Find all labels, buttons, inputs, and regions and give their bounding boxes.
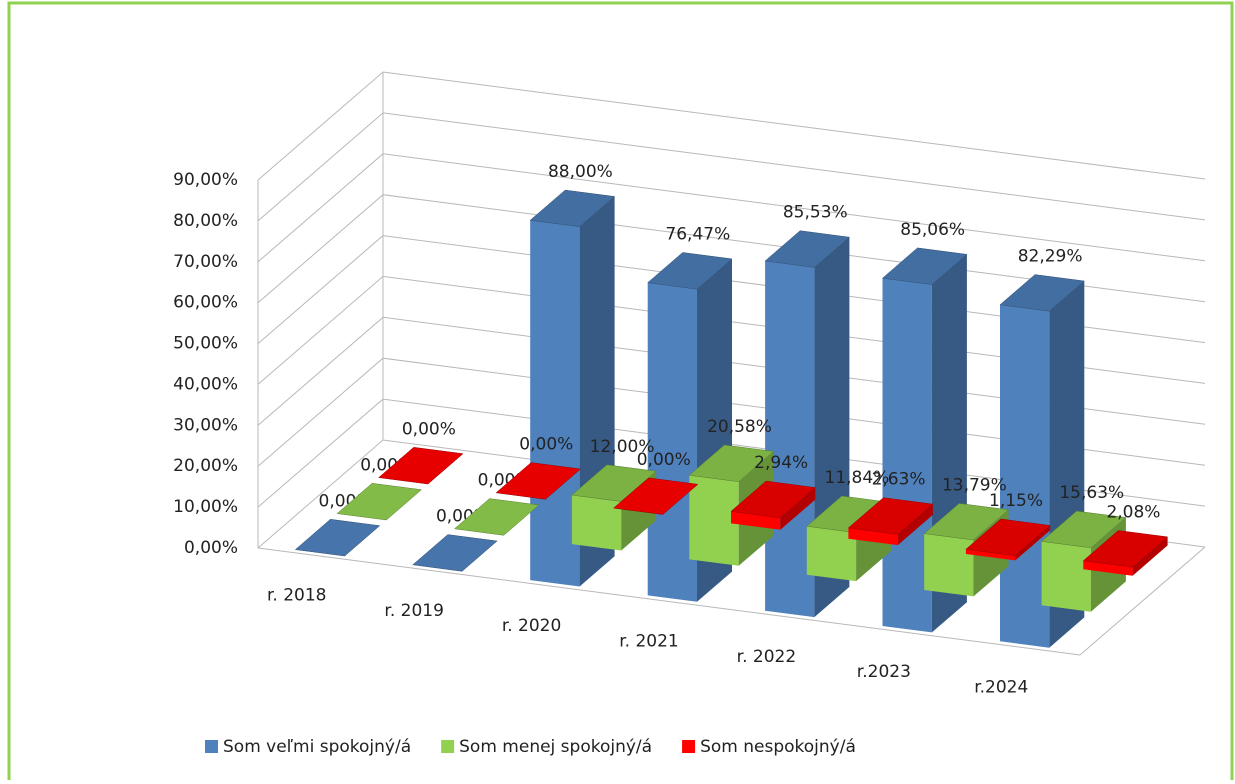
bar-front bbox=[647, 282, 697, 602]
grid-line bbox=[257, 71, 1206, 181]
bar bbox=[336, 483, 422, 521]
bar bbox=[847, 497, 934, 546]
y-tick-label: 0,00% bbox=[184, 538, 238, 558]
bar-top bbox=[881, 247, 968, 285]
bar-side bbox=[897, 504, 933, 546]
bar-top bbox=[1082, 530, 1169, 568]
bar-front bbox=[689, 475, 739, 566]
bar-top bbox=[336, 483, 422, 521]
bar-front bbox=[1041, 541, 1091, 612]
bar bbox=[688, 444, 775, 566]
legend-swatch bbox=[682, 740, 696, 753]
bar-front bbox=[1083, 560, 1133, 576]
bar bbox=[412, 534, 498, 572]
x-tick-label: r.2024 bbox=[974, 677, 1028, 697]
x-tick-label: r. 2019 bbox=[384, 601, 444, 621]
data-label: 15,63% bbox=[1059, 483, 1124, 503]
legend-swatch bbox=[205, 740, 218, 753]
data-label: 76,47% bbox=[665, 224, 730, 244]
bar bbox=[378, 447, 464, 485]
bar-top bbox=[453, 498, 540, 536]
data-label: 2,08% bbox=[1106, 503, 1160, 523]
floor-edge bbox=[257, 547, 1081, 656]
y-tick-label: 10,00% bbox=[173, 497, 238, 517]
bar-front bbox=[848, 527, 898, 546]
y-tick-label: 40,00% bbox=[173, 374, 238, 394]
x-tick-label: r. 2021 bbox=[619, 632, 679, 652]
bar-side bbox=[1132, 536, 1168, 576]
bar-top bbox=[378, 447, 464, 485]
y-tick-label: 70,00% bbox=[173, 252, 238, 272]
y-tick-label: 90,00% bbox=[173, 170, 238, 190]
legend-label: Som veľmi spokojný/á bbox=[223, 737, 411, 757]
bar bbox=[965, 518, 1051, 561]
y-tick-label: 80,00% bbox=[173, 211, 238, 231]
data-label: 88,00% bbox=[548, 162, 613, 182]
legend-label: Som nespokojný/á bbox=[700, 737, 856, 757]
bar-top bbox=[647, 252, 733, 290]
data-label: 13,79% bbox=[942, 475, 1007, 495]
bar-front bbox=[806, 526, 857, 582]
x-tick-label: r.2023 bbox=[857, 662, 911, 682]
data-label: 2,63% bbox=[872, 470, 926, 490]
data-label: 1,15% bbox=[989, 491, 1043, 511]
data-label: 0,00% bbox=[402, 419, 456, 439]
bar-front bbox=[731, 511, 781, 530]
floor-edge bbox=[1079, 546, 1206, 656]
bar bbox=[453, 498, 540, 536]
y-tick-label: 20,00% bbox=[173, 456, 238, 476]
bar bbox=[294, 519, 381, 557]
data-label: 85,53% bbox=[783, 203, 848, 223]
data-label: 12,00% bbox=[590, 437, 655, 457]
bar-top bbox=[294, 519, 381, 557]
data-label: 2,94% bbox=[754, 453, 808, 473]
bar-side bbox=[780, 487, 816, 530]
bar-top bbox=[571, 464, 657, 502]
frame bbox=[7, 1, 1234, 784]
bar-top bbox=[613, 477, 699, 515]
legend-label: Som menej spokojný/á bbox=[459, 737, 652, 757]
bar-top bbox=[730, 480, 816, 519]
bar bbox=[1082, 530, 1169, 576]
bar bbox=[613, 477, 699, 515]
data-label: 20,58% bbox=[707, 417, 772, 437]
grid-line bbox=[257, 112, 1206, 222]
legend-swatch bbox=[441, 740, 455, 753]
bar-top bbox=[847, 497, 934, 535]
data-label: 0,00% bbox=[519, 435, 573, 455]
y-tick-label: 60,00% bbox=[173, 293, 238, 313]
data-label: 0,00% bbox=[637, 450, 691, 470]
bar-top bbox=[412, 534, 498, 572]
bar-top bbox=[529, 189, 616, 227]
data-label: 85,06% bbox=[900, 220, 965, 240]
data-label: 82,29% bbox=[1018, 247, 1083, 267]
bar-front bbox=[571, 495, 622, 551]
bar-front bbox=[924, 533, 974, 597]
bar-top bbox=[495, 462, 582, 500]
y-tick-label: 50,00% bbox=[173, 334, 238, 354]
x-tick-label: r. 2020 bbox=[502, 616, 562, 636]
bar bbox=[495, 462, 582, 500]
bar-top bbox=[965, 518, 1051, 556]
bar-front bbox=[1000, 304, 1050, 648]
x-tick-label: r. 2018 bbox=[267, 586, 327, 606]
data-label: 11,84% bbox=[825, 468, 890, 488]
bar bbox=[730, 480, 816, 530]
grid-line bbox=[257, 153, 1206, 263]
bar-front bbox=[965, 549, 1016, 561]
x-tick-label: r. 2022 bbox=[737, 647, 797, 667]
bar-top bbox=[923, 503, 1010, 541]
bar-top bbox=[688, 444, 775, 482]
y-tick-label: 30,00% bbox=[173, 415, 238, 435]
bar-top bbox=[999, 274, 1085, 312]
bar-side bbox=[1015, 525, 1051, 561]
bar-top bbox=[1041, 510, 1127, 549]
bar-top bbox=[764, 230, 850, 268]
